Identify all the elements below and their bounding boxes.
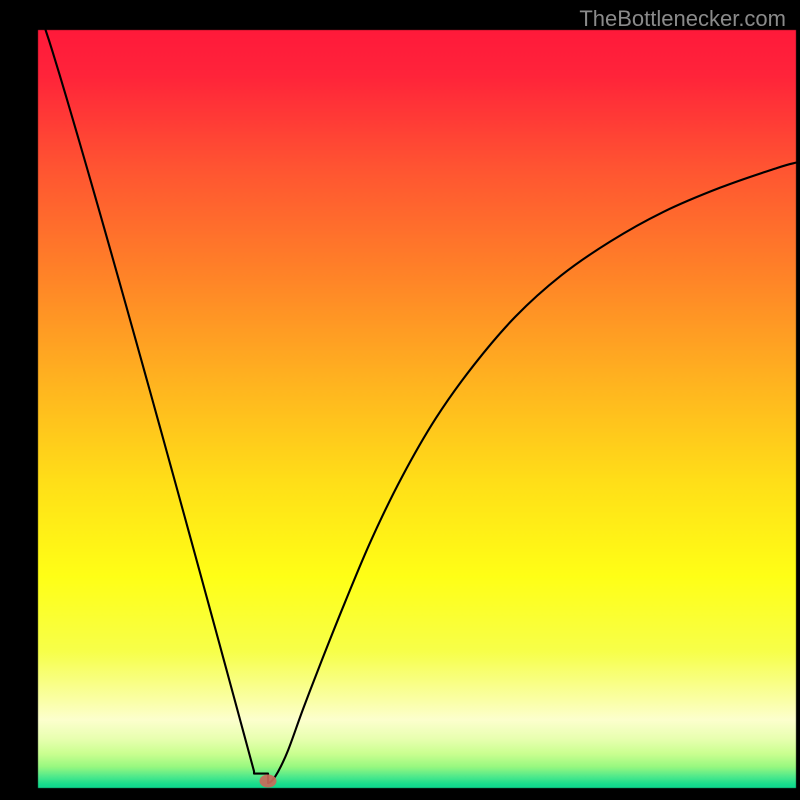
watermark-text: TheBottlenecker.com <box>579 6 786 32</box>
chart-frame: TheBottlenecker.com <box>0 0 800 800</box>
bottleneck-marker-dot <box>260 775 277 788</box>
gradient-plot-background <box>0 0 800 800</box>
